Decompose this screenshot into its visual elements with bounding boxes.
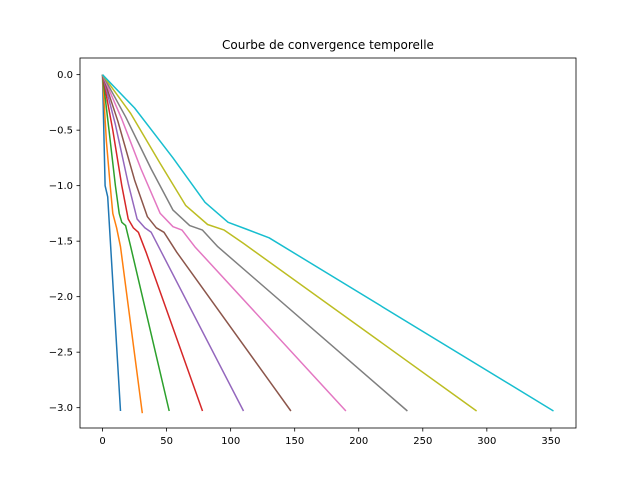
x-tick-label: 100 (221, 436, 240, 447)
plot-frame (79, 57, 577, 429)
y-axis-ticks: 0.0 −0.5 −1.0 −1.5 −2.0 −2.5 −3.0 (49, 70, 80, 414)
y-tick-label: −1.0 (49, 181, 73, 192)
series-line-3 (101, 74, 170, 412)
y-tick-label: −2.5 (49, 348, 73, 359)
series-line-9 (101, 74, 478, 412)
x-tick-label: 350 (541, 436, 560, 447)
y-tick-label: −2.0 (49, 292, 73, 303)
series-line-10 (101, 74, 554, 412)
chart-title: Courbe de convergence temporelle (222, 38, 434, 52)
y-tick-label: −1.5 (49, 237, 73, 248)
series-line-4 (101, 74, 204, 412)
series-line-5 (101, 74, 245, 412)
x-tick-label: 150 (285, 436, 304, 447)
x-tick-label: 300 (477, 436, 496, 447)
x-tick-label: 200 (349, 436, 368, 447)
x-tick-label: 50 (160, 436, 173, 447)
x-tick-label: 0 (99, 436, 105, 447)
series-line-7 (101, 74, 347, 412)
series-line-1 (101, 74, 122, 412)
x-axis-ticks: 0 50 100 150 200 250 300 350 (99, 428, 560, 447)
x-tick-label: 250 (413, 436, 432, 447)
plot-lines (101, 74, 554, 414)
series-line-8 (101, 74, 408, 412)
y-tick-label: −0.5 (49, 126, 73, 137)
y-tick-label: 0.0 (57, 70, 73, 81)
series-line-2 (101, 74, 144, 414)
y-tick-label: −3.0 (49, 403, 73, 414)
series-line-6 (101, 74, 292, 412)
